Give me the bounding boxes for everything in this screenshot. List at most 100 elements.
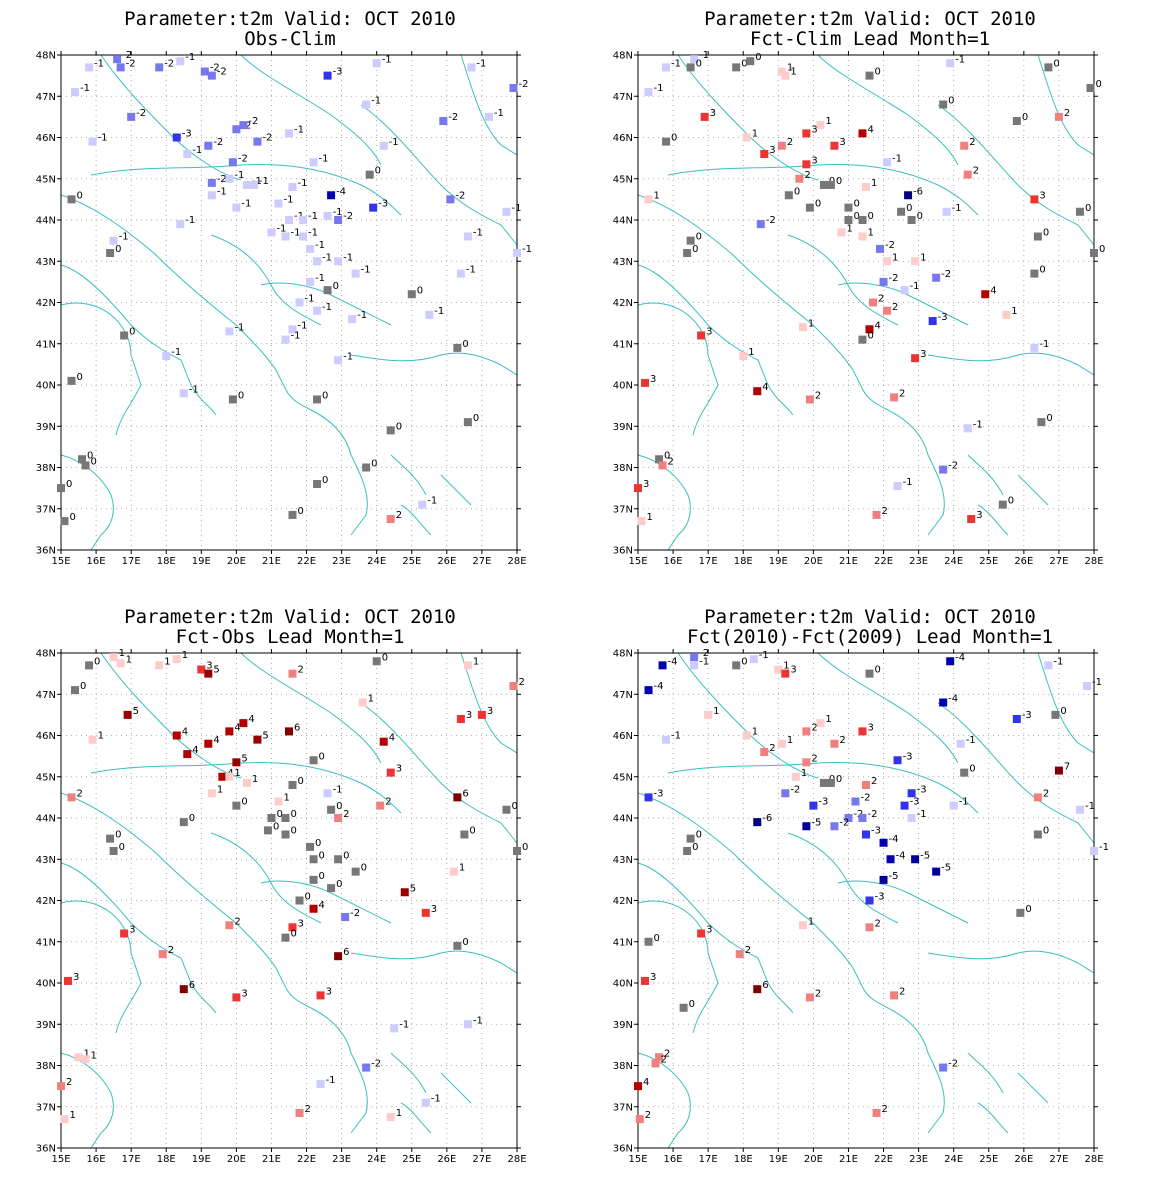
- station-value-label: -1: [671, 58, 681, 69]
- station-value-label: -1: [955, 54, 965, 65]
- station-value-label: 1: [98, 731, 104, 742]
- station-marker: [232, 993, 241, 1002]
- station-value-label: 2: [878, 294, 884, 305]
- x-tick-label: 16E: [87, 1154, 106, 1165]
- station-marker: [207, 789, 216, 798]
- station-value-label: 2: [1064, 108, 1070, 119]
- station-value-label: -1: [699, 50, 709, 61]
- y-tick-label: 36N: [613, 1144, 633, 1155]
- station-value-label: -1: [910, 281, 920, 292]
- station-value-label: -6: [913, 186, 923, 197]
- station-value-label: -2: [164, 58, 174, 69]
- station-value-label: 4: [643, 1077, 649, 1088]
- station-marker: [865, 896, 874, 905]
- station-marker: [635, 1115, 644, 1124]
- x-tick-label: 26E: [437, 556, 456, 567]
- x-tick-label: 21E: [262, 1154, 281, 1165]
- x-tick-label: 24E: [944, 1154, 963, 1165]
- station-marker: [239, 121, 248, 130]
- station-value-label: 2: [815, 390, 821, 401]
- station-marker: [893, 756, 902, 765]
- station-value-label: 0: [853, 211, 859, 222]
- y-tick-label: 46N: [36, 133, 56, 144]
- y-tick-label: 40N: [613, 381, 633, 392]
- station-marker: [1075, 805, 1084, 814]
- station-marker: [932, 867, 941, 876]
- station-value-label: -1: [1099, 842, 1109, 853]
- station-marker: [453, 343, 462, 352]
- y-tick-label: 38N: [613, 463, 633, 474]
- station-marker: [425, 310, 434, 319]
- station-value-label: 1: [126, 654, 132, 665]
- station-marker: [242, 180, 251, 189]
- y-tick-label: 47N: [36, 690, 56, 701]
- station-value-label: 2: [305, 1104, 311, 1115]
- x-tick-label: 21E: [839, 1154, 858, 1165]
- station-value-label: 2: [645, 1110, 651, 1121]
- x-tick-label: 28E: [507, 1154, 526, 1165]
- station-marker: [176, 57, 185, 66]
- station-value-label: 5: [241, 753, 247, 764]
- station-value-label: -3: [903, 751, 913, 762]
- station-marker: [904, 191, 913, 200]
- station-marker: [456, 715, 465, 723]
- station-marker: [207, 178, 216, 187]
- station-value-label: 0: [836, 774, 842, 785]
- station-value-label: 4: [990, 285, 996, 296]
- station-marker: [57, 484, 65, 493]
- station-marker: [348, 315, 357, 323]
- station-value-label: 0: [298, 506, 304, 517]
- station-value-label: 2: [298, 665, 304, 676]
- station-marker: [106, 249, 115, 257]
- station-value-label: 4: [213, 735, 219, 746]
- y-tick-label: 44N: [36, 814, 56, 825]
- station-marker: [907, 814, 916, 822]
- station-marker: [313, 257, 322, 266]
- x-tick-label: 22E: [297, 556, 316, 567]
- station-marker: [963, 424, 972, 433]
- station-value-label: -2: [126, 58, 136, 69]
- station-value-label: 0: [948, 96, 954, 107]
- station-marker: [798, 323, 807, 332]
- station-value-label: 0: [815, 199, 821, 210]
- station-value-label: 3: [326, 986, 332, 997]
- station-marker: [858, 335, 867, 344]
- station-marker: [900, 286, 909, 295]
- station-marker: [120, 929, 129, 938]
- station-marker: [644, 88, 653, 97]
- station-value-label: -1: [343, 351, 353, 362]
- station-value-label: 2: [804, 170, 810, 181]
- x-tick-label: 17E: [699, 556, 718, 567]
- station-value-label: -2: [941, 269, 951, 280]
- station-marker: [513, 249, 521, 257]
- station-marker: [1054, 766, 1063, 775]
- station-marker: [883, 158, 892, 167]
- station-value-label: -2: [790, 784, 800, 795]
- station-marker: [686, 63, 695, 72]
- station-marker: [379, 141, 388, 150]
- station-value-label: -2: [213, 137, 223, 148]
- x-tick-label: 18E: [157, 556, 176, 567]
- station-marker: [641, 976, 650, 985]
- station-value-label: 3: [976, 510, 982, 521]
- station-value-label: 0: [77, 372, 83, 383]
- station-value-label: 1: [283, 793, 289, 804]
- station-value-label: 4: [762, 382, 768, 393]
- y-tick-label: 45N: [36, 772, 56, 783]
- x-tick-label: 16E: [87, 556, 106, 567]
- station-value-label: 6: [762, 980, 768, 991]
- station-marker: [334, 356, 343, 365]
- station-value-label: -1: [315, 240, 325, 251]
- station-marker: [844, 216, 853, 224]
- station-marker: [830, 141, 839, 150]
- station-marker: [981, 290, 990, 299]
- station-value-label: -1: [322, 302, 332, 313]
- station-marker: [865, 325, 874, 334]
- station-value-label: 4: [389, 733, 395, 744]
- y-tick-label: 42N: [613, 298, 633, 309]
- station-value-label: 0: [315, 838, 321, 849]
- station-marker: [777, 67, 786, 76]
- station-value-label: 0: [696, 58, 702, 69]
- station-value-label: -1: [234, 322, 244, 333]
- station-marker: [662, 735, 671, 744]
